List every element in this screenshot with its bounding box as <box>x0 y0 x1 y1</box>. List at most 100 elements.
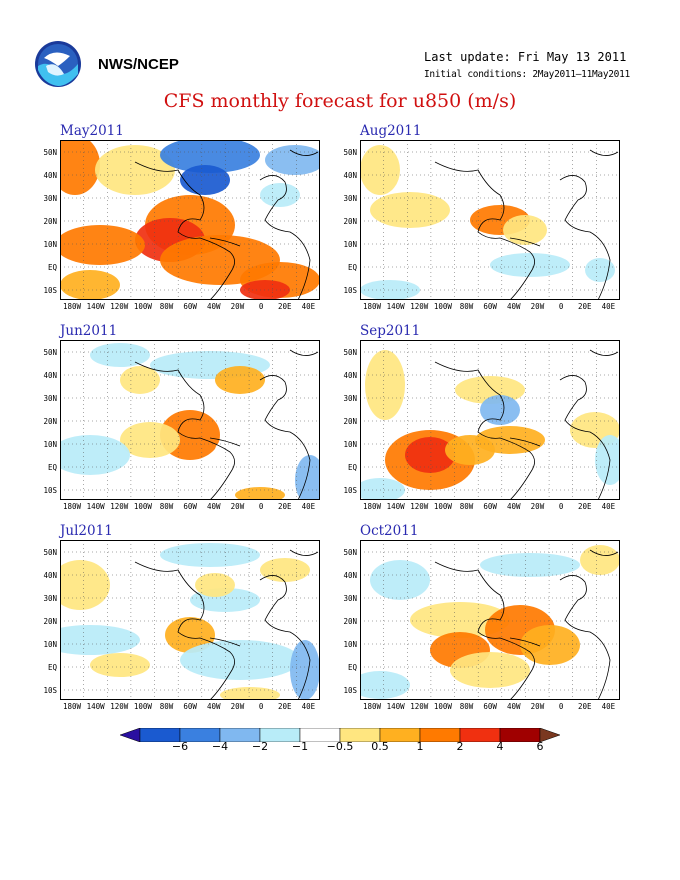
lat-tick-label: EQ <box>47 263 57 272</box>
colorbar-label: −4 <box>211 740 229 753</box>
lat-tick-label: 40N <box>343 371 357 380</box>
coastline <box>434 149 619 300</box>
lat-tick-label: 50N <box>343 148 357 157</box>
anomaly-region <box>265 145 320 175</box>
lon-tick-label: 180W <box>62 502 82 511</box>
lon-tick-label: 20E <box>277 302 292 311</box>
lon-tick-label: 20E <box>577 702 592 711</box>
anomaly-region <box>60 560 110 610</box>
lon-tick-label: 80W <box>459 302 474 311</box>
lon-tick-label: 20W <box>530 702 545 711</box>
lon-tick-label: 140W <box>86 302 105 311</box>
lat-tick-label: 20N <box>43 217 57 226</box>
initial-conditions: Initial conditions: 2May2011–11May2011 <box>424 69 630 80</box>
lat-tick-label: 20N <box>343 617 357 626</box>
lat-tick-label: EQ <box>347 663 357 672</box>
lat-tick-label: 20N <box>43 617 57 626</box>
anomaly-region <box>180 640 300 680</box>
anomaly-region <box>360 280 420 300</box>
panel-title: Aug2011 <box>360 123 422 139</box>
lon-tick-label: 20W <box>530 302 545 311</box>
lat-tick-label: 20N <box>43 417 57 426</box>
anomaly-region <box>60 225 145 265</box>
anomaly-region <box>503 215 547 245</box>
lon-tick-label: 140W <box>86 502 105 511</box>
lon-tick-label: 60W <box>483 502 497 511</box>
lon-tick-label: 60W <box>183 302 197 311</box>
last-update: Last update: Fri May 13 2011 <box>424 50 627 64</box>
lon-tick-label: 180W <box>362 302 382 311</box>
lon-tick-label: 40E <box>301 702 316 711</box>
lat-tick-label: 30N <box>43 394 57 403</box>
anomaly-region <box>410 602 510 638</box>
coastline <box>434 349 619 500</box>
colorbar-label: 6 <box>536 740 544 753</box>
lon-tick-label: 40E <box>601 302 616 311</box>
anomaly-region <box>370 560 430 600</box>
anomaly-region <box>60 140 100 195</box>
lat-tick-label: 50N <box>43 148 57 157</box>
lon-tick-label: 60W <box>483 702 497 711</box>
anomaly-region <box>580 545 620 575</box>
panel-title: Jun2011 <box>60 323 118 339</box>
lat-tick-label: 20N <box>343 417 357 426</box>
lon-tick-label: 80W <box>159 702 174 711</box>
lon-tick-label: 80W <box>159 502 174 511</box>
forecast-map <box>60 340 320 500</box>
coastline <box>434 549 619 700</box>
anomaly-region <box>475 426 545 454</box>
lon-tick-label: 20W <box>530 502 545 511</box>
anomaly-region <box>370 192 450 228</box>
lat-tick-label: 40N <box>43 571 57 580</box>
coastline <box>134 549 319 700</box>
lat-tick-label: 30N <box>343 594 357 603</box>
lat-tick-label: 10N <box>43 240 57 249</box>
anomaly-region <box>535 355 585 375</box>
lon-tick-label: 140W <box>86 702 105 711</box>
lon-tick-label: 40E <box>601 502 616 511</box>
page-title: CFS monthly forecast for u850 (m/s) <box>163 90 517 112</box>
lon-tick-label: 40E <box>301 502 316 511</box>
lat-tick-label: 10S <box>343 486 357 495</box>
lon-tick-label: 0 <box>258 502 264 511</box>
forecast-map <box>60 540 320 700</box>
anomaly-region <box>195 573 235 597</box>
panel-title: Oct2011 <box>360 523 419 539</box>
lon-tick-label: 100W <box>433 702 452 711</box>
colorbar-label: 4 <box>496 740 504 753</box>
forecast-map <box>360 340 620 500</box>
lon-tick-label: 140W <box>386 502 405 511</box>
anomaly-region <box>595 435 620 485</box>
anomaly-region <box>160 140 260 173</box>
forecast-map <box>360 140 620 300</box>
lon-tick-label: 0 <box>558 702 564 711</box>
lon-tick-label: 120W <box>410 502 429 511</box>
lat-tick-label: 30N <box>343 194 357 203</box>
lat-tick-label: 50N <box>43 348 57 357</box>
lon-tick-label: 120W <box>410 702 429 711</box>
anomaly-region <box>480 395 520 425</box>
lon-tick-label: 60W <box>483 302 497 311</box>
lon-tick-label: 120W <box>110 502 129 511</box>
anomaly-region <box>480 553 580 577</box>
lon-tick-label: 120W <box>410 302 429 311</box>
anomaly-region <box>290 640 320 700</box>
lon-tick-label: 60W <box>183 502 197 511</box>
lon-tick-label: 20W <box>230 502 245 511</box>
anomaly-region <box>490 253 570 277</box>
lon-tick-label: 40E <box>301 302 316 311</box>
lon-tick-label: 0 <box>258 302 264 311</box>
anomaly-region <box>450 652 530 688</box>
lon-tick-label: 20E <box>277 702 292 711</box>
lon-tick-label: 100W <box>433 502 452 511</box>
colorbar-swatch <box>120 728 141 742</box>
lon-tick-label: 180W <box>362 502 382 511</box>
lat-tick-label: EQ <box>347 263 357 272</box>
lon-tick-label: 40W <box>207 502 221 511</box>
lat-tick-label: 10S <box>343 686 357 695</box>
lat-tick-label: 10N <box>343 640 357 649</box>
lat-tick-label: 10S <box>43 686 57 695</box>
lat-tick-label: 30N <box>43 594 57 603</box>
anomaly-region <box>295 455 320 500</box>
anomaly-region <box>260 183 300 207</box>
